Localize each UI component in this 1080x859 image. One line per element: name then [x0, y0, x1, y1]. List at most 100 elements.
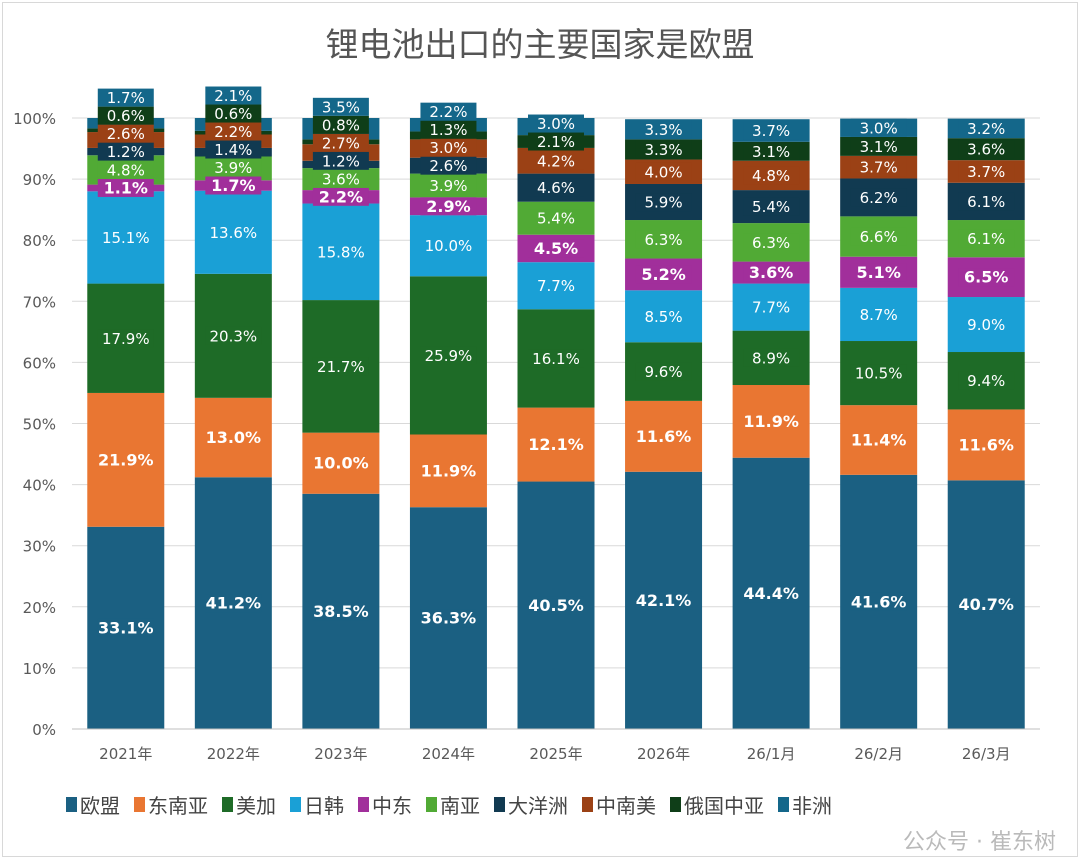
data-label-background [743, 197, 800, 216]
x-tick-label: 2026年 [637, 745, 690, 763]
data-label-background [312, 115, 369, 134]
data-label-background [743, 121, 800, 140]
y-tick-label: 20% [23, 599, 56, 617]
data-label-background [205, 223, 262, 242]
data-label: 1.7% [107, 89, 145, 107]
y-tick-label: 30% [23, 538, 56, 556]
data-label: 13.6% [210, 224, 258, 242]
legend-swatch [222, 797, 233, 812]
data-label: 2.2% [214, 123, 252, 141]
data-label-background [205, 86, 262, 105]
data-label-background [528, 596, 584, 615]
data-label-background [743, 348, 800, 367]
data-label-background [420, 176, 477, 195]
data-label: 4.2% [537, 152, 575, 170]
data-label-background [528, 276, 584, 295]
data-label-background [528, 209, 584, 228]
data-label-background [312, 602, 369, 621]
data-label: 44.4% [743, 584, 799, 603]
data-label: 1.3% [429, 121, 467, 139]
data-label-background [205, 326, 262, 345]
legend-swatch [778, 797, 789, 812]
data-label: 4.6% [537, 179, 575, 197]
legend-label: 日韩 [304, 794, 344, 818]
data-label: 2.7% [322, 134, 360, 152]
x-tick-label: 26/2月 [854, 745, 903, 763]
data-label: 6.1% [967, 193, 1005, 211]
data-label-background [958, 268, 1015, 287]
chart-title: 锂电池出口的主要国家是欧盟 [325, 25, 755, 64]
data-label-background [205, 428, 262, 447]
data-label-background [635, 140, 692, 159]
data-label: 3.3% [645, 141, 683, 159]
data-label: 3.0% [429, 139, 467, 157]
legend-swatch [670, 797, 681, 812]
legend-label: 美加 [236, 794, 276, 818]
data-label-background [958, 315, 1015, 334]
data-label-background [97, 142, 154, 161]
data-label-background [420, 138, 477, 157]
data-label: 3.7% [752, 122, 790, 140]
data-label-background [528, 114, 584, 133]
data-label: 4.5% [534, 239, 578, 258]
data-label-background [958, 192, 1015, 211]
data-label: 6.3% [645, 231, 683, 249]
x-tick-label: 2022年 [207, 745, 260, 763]
data-label-background [635, 265, 692, 284]
legend-item: 大洋洲 [494, 790, 568, 819]
data-label: 10.0% [313, 454, 369, 473]
watermark: 公众号 · 崔东树 [903, 830, 1056, 855]
data-label: 40.5% [528, 596, 584, 615]
data-label: 0.6% [214, 105, 252, 123]
data-label: 9.4% [967, 372, 1005, 390]
data-label-background [743, 263, 800, 282]
data-label-background [420, 102, 477, 121]
data-label-background [850, 118, 907, 137]
data-label-background [528, 132, 584, 151]
data-label-background [635, 193, 692, 212]
legend-label: 中东 [372, 794, 412, 818]
data-label-background [850, 227, 907, 246]
legend-swatch [582, 797, 593, 812]
y-tick-label: 40% [23, 477, 56, 495]
data-label-background [205, 122, 262, 141]
data-label-background [635, 230, 692, 249]
data-label: 3.3% [645, 121, 683, 139]
data-label: 7.7% [537, 277, 575, 295]
data-label: 3.6% [749, 263, 793, 282]
data-label-background [312, 97, 369, 116]
legend-item: 东南亚 [134, 790, 208, 819]
legend-item: 南亚 [426, 790, 480, 819]
data-label-background [635, 162, 692, 181]
data-label: 3.6% [322, 170, 360, 188]
data-label-background [958, 435, 1015, 454]
legend-label: 非洲 [792, 794, 832, 818]
data-label-background [958, 119, 1015, 138]
legend-item: 日韩 [290, 790, 344, 819]
legend-item: 俄国中亚 [670, 790, 764, 819]
data-label: 3.9% [429, 177, 467, 195]
data-label: 6.3% [752, 234, 790, 252]
data-label: 5.2% [641, 265, 685, 284]
data-label: 21.9% [98, 450, 154, 469]
data-label: 13.0% [206, 428, 262, 447]
data-label-background [635, 427, 692, 446]
data-label: 8.9% [752, 349, 790, 367]
data-label-background [850, 364, 907, 383]
data-label: 2.2% [319, 187, 363, 206]
data-label-background [743, 584, 800, 603]
data-label: 9.0% [967, 316, 1005, 334]
data-label: 3.0% [537, 115, 575, 133]
data-label: 3.7% [860, 159, 898, 177]
y-tick-label: 0% [32, 721, 56, 739]
x-tick-label: 2023年 [314, 745, 367, 763]
data-label-background [743, 166, 800, 185]
data-label-background [205, 176, 262, 195]
legend-swatch [134, 797, 145, 812]
data-label-background [850, 137, 907, 156]
data-label-background [528, 178, 584, 197]
y-tick-label: 100% [13, 110, 56, 128]
data-label-background [97, 618, 154, 637]
